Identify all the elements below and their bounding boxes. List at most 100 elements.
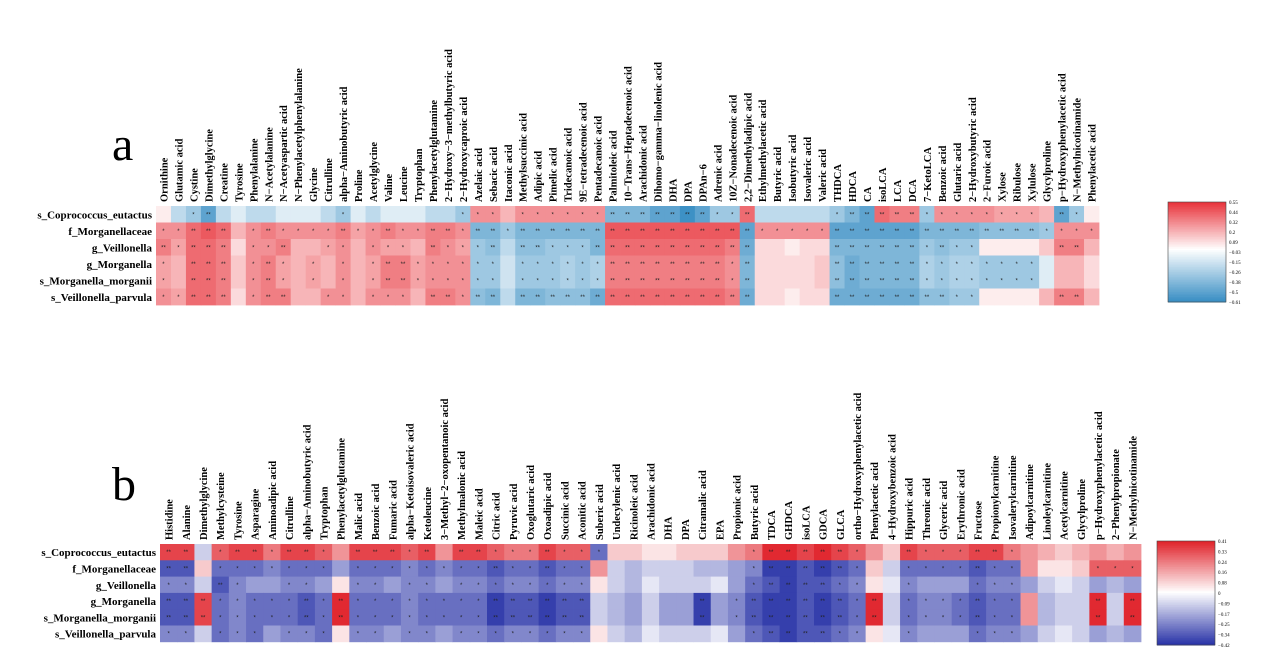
heatmap-cell (335, 206, 351, 223)
heatmap-cell (964, 222, 980, 240)
significance-mark: * (956, 278, 959, 284)
heatmap-cell (395, 272, 411, 289)
heatmap-cell (874, 272, 890, 289)
heatmap-cell (455, 272, 471, 289)
significance-mark: ** (745, 278, 750, 284)
heatmap-cell (831, 560, 849, 577)
colorbar-swatch (1168, 235, 1226, 238)
significance-mark: * (1114, 566, 1117, 572)
significance-mark: ** (640, 229, 645, 235)
heatmap-cell (676, 560, 694, 577)
colorbar-swatch (1157, 598, 1215, 601)
heatmap-cell (889, 272, 905, 289)
heatmap-cell (1009, 239, 1025, 256)
significance-mark: * (305, 583, 308, 589)
colorbar-swatch (1168, 225, 1226, 228)
significance-mark: ** (640, 212, 645, 218)
heatmap-cell (560, 288, 576, 306)
heatmap-cell (1106, 609, 1125, 626)
heatmap-cell (710, 560, 729, 577)
significance-mark: * (1075, 229, 1078, 235)
heatmap-cell (440, 288, 456, 306)
significance-mark: * (856, 566, 859, 572)
heatmap-cell (177, 609, 195, 626)
heatmap-cell (934, 544, 953, 561)
heatmap-cell (784, 222, 801, 240)
significance-mark: * (236, 615, 239, 621)
significance-mark: ** (1074, 295, 1079, 301)
significance-mark: * (1011, 583, 1014, 589)
heatmap-cell (297, 560, 316, 577)
significance-mark: ** (161, 245, 166, 251)
heatmap-cell (693, 544, 712, 561)
significance-mark: * (443, 615, 446, 621)
heatmap-cell (1089, 592, 1107, 610)
heatmap-cell (380, 272, 396, 289)
significance-mark: ** (446, 295, 451, 301)
significance-mark: * (282, 262, 285, 268)
heatmap-cell (280, 609, 299, 626)
significance-mark: * (596, 278, 599, 284)
heatmap-cell (280, 592, 299, 610)
heatmap-cell (160, 576, 178, 594)
significance-mark: ** (206, 245, 211, 251)
significance-mark: ** (266, 295, 271, 301)
column-label: Threonic acid (922, 478, 933, 540)
significance-mark: * (391, 599, 394, 605)
colorbar-swatch (1157, 634, 1215, 637)
significance-mark: * (839, 583, 842, 589)
significance-mark: * (926, 245, 929, 251)
significance-mark: * (327, 245, 330, 251)
column-label: Palmitoleic acid (609, 130, 620, 202)
colorbar-swatch (1168, 217, 1226, 220)
colorbar-swatch (1168, 205, 1226, 208)
significance-mark: * (477, 615, 480, 621)
heatmap-cell (545, 255, 561, 273)
heatmap-cell (844, 255, 860, 273)
heatmap-cell (865, 560, 884, 577)
significance-mark: ** (191, 229, 196, 235)
heatmap-cell (560, 272, 576, 289)
column-label: Oxoadipic acid (543, 472, 554, 540)
heatmap-cell (1020, 592, 1039, 610)
heatmap-cell (649, 222, 666, 240)
heatmap-cell (530, 255, 546, 273)
significance-mark: ** (191, 278, 196, 284)
heatmap-cell (230, 206, 247, 223)
significance-mark: ** (545, 615, 550, 621)
heatmap-cell (784, 255, 801, 273)
significance-mark: * (492, 262, 495, 268)
heatmap-cell (452, 560, 471, 577)
heatmap-cell (521, 544, 540, 561)
significance-mark: ** (191, 245, 196, 251)
heatmap-cell (365, 288, 381, 306)
significance-mark: * (986, 212, 989, 218)
significance-mark: * (219, 566, 222, 572)
heatmap-cell (634, 206, 651, 223)
significance-mark: ** (655, 262, 660, 268)
significance-mark: ** (803, 583, 808, 589)
significance-mark: * (926, 262, 929, 268)
heatmap-cell (485, 239, 501, 256)
heatmap-cell (904, 239, 920, 256)
heatmap-cell (605, 288, 621, 306)
significance-mark: ** (835, 262, 840, 268)
heatmap-cell (1054, 576, 1073, 594)
heatmap-cell (230, 255, 247, 273)
heatmap-cell (395, 255, 411, 273)
row-label: s_Morganella_morganii (40, 275, 152, 287)
heatmap-cell (951, 609, 970, 626)
colorbar-swatch (1168, 290, 1226, 293)
heatmap-cell (425, 288, 441, 306)
heatmap-cell (332, 576, 350, 594)
significance-mark: ** (655, 212, 660, 218)
heatmap-cell (799, 239, 815, 256)
significance-mark: ** (715, 245, 720, 251)
column-label: Propionylcarnitine (991, 455, 1002, 540)
significance-mark: ** (562, 615, 567, 621)
heatmap-cell (724, 206, 741, 223)
heatmap-panel-b: b** ** * ** ** * ** ** * ** ** ** * ** ** ** * * * ** * * * * **… (41, 393, 1230, 649)
significance-mark: * (907, 583, 910, 589)
column-label: Ornithine (159, 157, 170, 202)
heatmap-cell (500, 239, 516, 256)
